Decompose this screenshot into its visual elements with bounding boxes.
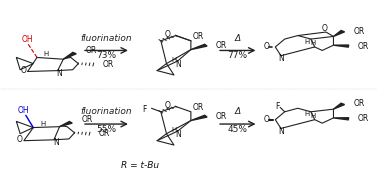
Polygon shape bbox=[333, 45, 349, 47]
Text: N: N bbox=[57, 69, 62, 78]
Text: OR: OR bbox=[358, 42, 369, 51]
Polygon shape bbox=[333, 118, 349, 120]
Text: 45%: 45% bbox=[228, 125, 248, 134]
Text: OR: OR bbox=[215, 41, 226, 50]
Text: OR: OR bbox=[193, 32, 204, 41]
Text: OH: OH bbox=[22, 35, 34, 44]
Text: OR: OR bbox=[86, 46, 97, 55]
Text: O: O bbox=[20, 66, 26, 75]
Text: O: O bbox=[321, 24, 327, 33]
Text: OR: OR bbox=[215, 112, 226, 121]
Text: OR: OR bbox=[103, 60, 114, 69]
Text: N: N bbox=[175, 130, 181, 139]
Text: OR: OR bbox=[354, 27, 366, 36]
Text: R = t-Bu: R = t-Bu bbox=[121, 161, 159, 170]
Text: N: N bbox=[278, 127, 284, 136]
Text: F: F bbox=[142, 105, 146, 114]
Polygon shape bbox=[63, 52, 76, 59]
Text: O: O bbox=[165, 30, 170, 39]
Text: O: O bbox=[264, 42, 270, 51]
Polygon shape bbox=[333, 30, 345, 36]
Text: OR: OR bbox=[358, 114, 369, 123]
Text: 77%: 77% bbox=[228, 51, 248, 60]
Polygon shape bbox=[191, 115, 207, 121]
Text: O: O bbox=[17, 135, 22, 144]
Text: N: N bbox=[278, 54, 284, 63]
Text: fluorination: fluorination bbox=[81, 34, 132, 43]
Text: OR: OR bbox=[193, 103, 204, 112]
Polygon shape bbox=[60, 121, 72, 127]
Text: 73%: 73% bbox=[96, 51, 116, 60]
Text: H: H bbox=[171, 57, 177, 63]
Text: O: O bbox=[165, 101, 170, 110]
Text: OR: OR bbox=[99, 129, 110, 138]
Text: H: H bbox=[171, 127, 177, 133]
Polygon shape bbox=[191, 44, 207, 50]
Polygon shape bbox=[333, 103, 345, 109]
Text: 55%: 55% bbox=[96, 125, 116, 134]
Text: Δ: Δ bbox=[235, 107, 241, 116]
Text: fluorination: fluorination bbox=[81, 107, 132, 116]
Text: H: H bbox=[305, 39, 310, 45]
Text: O: O bbox=[264, 115, 270, 124]
Text: H: H bbox=[310, 113, 316, 119]
Text: N: N bbox=[175, 60, 181, 69]
Text: OR: OR bbox=[82, 115, 93, 124]
Text: H: H bbox=[44, 51, 49, 57]
Text: H: H bbox=[40, 121, 45, 127]
Text: F: F bbox=[276, 102, 280, 111]
Text: OH: OH bbox=[18, 106, 30, 114]
Text: H: H bbox=[305, 111, 310, 117]
Text: N: N bbox=[53, 138, 59, 147]
Text: Δ: Δ bbox=[235, 34, 241, 43]
Text: H: H bbox=[310, 40, 316, 46]
Text: OR: OR bbox=[354, 99, 366, 108]
